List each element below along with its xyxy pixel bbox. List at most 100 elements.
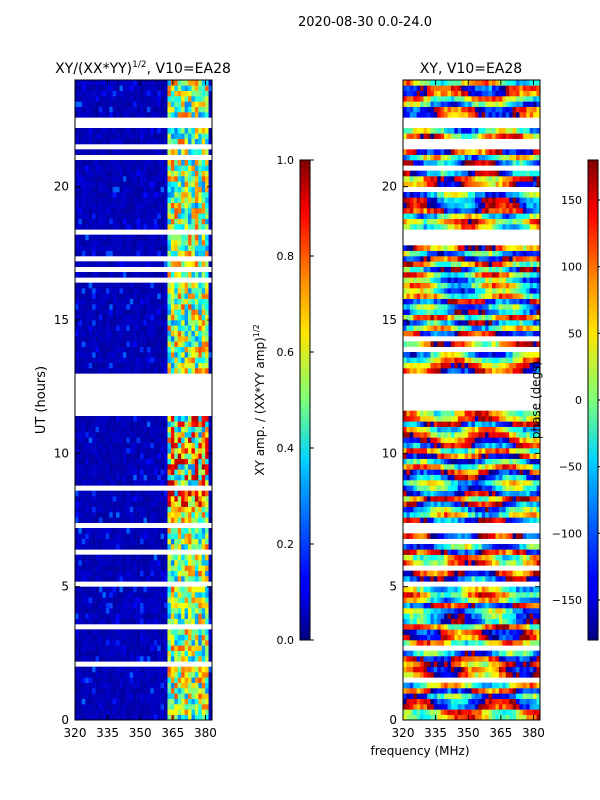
heatmap-cell xyxy=(88,464,93,470)
heatmap-cell xyxy=(416,560,421,566)
heatmap-cell xyxy=(533,570,537,577)
heatmap-cell xyxy=(98,138,103,145)
heatmap-cell xyxy=(140,666,144,673)
heatmap-cell xyxy=(133,640,137,646)
heatmap-cell xyxy=(194,613,199,619)
heatmap-cell xyxy=(488,640,493,646)
heatmap-cell xyxy=(85,602,89,609)
heatmap-cell xyxy=(143,106,148,113)
heatmap-cell xyxy=(133,704,137,710)
heatmap-cell xyxy=(188,474,192,481)
heatmap-cell xyxy=(444,624,448,630)
heatmap-cell xyxy=(177,506,182,513)
heatmap-cell xyxy=(136,314,141,321)
heatmap-cell xyxy=(184,421,189,427)
heatmap-cell xyxy=(198,437,203,443)
heatmap-cell xyxy=(174,341,179,347)
heatmap-cell xyxy=(150,160,155,166)
heatmap-cell xyxy=(119,618,124,625)
heatmap-cell xyxy=(105,272,110,278)
heatmap-cell xyxy=(146,234,151,241)
heatmap-cell xyxy=(122,576,127,582)
heatmap-cell xyxy=(119,640,124,646)
heatmap-cell xyxy=(447,666,452,673)
heatmap-cell xyxy=(129,346,134,353)
heatmap-cell xyxy=(85,640,89,646)
heatmap-cell xyxy=(191,506,196,513)
heatmap-cell xyxy=(122,645,127,651)
heatmap-cell xyxy=(529,570,534,577)
heatmap-cell xyxy=(109,245,113,251)
heatmap-cell xyxy=(116,288,120,294)
heatmap-cell xyxy=(181,314,185,321)
heatmap-cell xyxy=(205,650,209,657)
heatmap-cell xyxy=(198,560,203,566)
heatmap-cell xyxy=(201,576,206,582)
heatmap-cell xyxy=(529,714,534,720)
heatmap-cell xyxy=(119,112,124,118)
heatmap-cell xyxy=(188,80,192,86)
heatmap-cell xyxy=(78,138,83,145)
heatmap-cell xyxy=(98,224,103,230)
heatmap-cell xyxy=(153,688,158,694)
heatmap-cell xyxy=(194,282,199,289)
heatmap-cell xyxy=(102,677,107,683)
heatmap-cell xyxy=(177,490,182,497)
heatmap-cell xyxy=(164,629,168,635)
heatmap-cell xyxy=(522,666,527,673)
heatmap-cell xyxy=(129,192,134,198)
heatmap-cell xyxy=(109,304,113,310)
heatmap-cell xyxy=(167,613,172,619)
heatmap-cell xyxy=(95,346,100,353)
heatmap-cell xyxy=(92,357,96,363)
heatmap-cell xyxy=(129,672,134,678)
heatmap-cell xyxy=(119,645,124,651)
heatmap-cell xyxy=(498,602,503,609)
heatmap-cell xyxy=(409,629,414,635)
heatmap-cell xyxy=(92,202,96,209)
heatmap-cell xyxy=(174,245,179,251)
heatmap-cell xyxy=(423,693,428,699)
heatmap-cell xyxy=(140,629,144,635)
heatmap-cell xyxy=(98,106,103,113)
heatmap-cell xyxy=(516,650,520,657)
heatmap-cell xyxy=(146,634,151,641)
heatmap-cell xyxy=(420,698,424,705)
heatmap-cell xyxy=(177,101,182,107)
heatmap-cell xyxy=(174,538,179,545)
heatmap-cell xyxy=(208,554,212,561)
heatmap-cell xyxy=(174,192,179,198)
heatmap-cell xyxy=(198,469,203,475)
heatmap-cell xyxy=(201,272,206,278)
heatmap-cell xyxy=(143,192,148,198)
heatmap-cell xyxy=(81,112,86,118)
heatmap-cell xyxy=(519,592,524,598)
heatmap-cell xyxy=(170,458,175,465)
heatmap-cell xyxy=(157,101,161,107)
heatmap-cell xyxy=(157,453,161,459)
heatmap-cell xyxy=(191,517,196,523)
heatmap-cell xyxy=(177,170,182,177)
heatmap-cell xyxy=(406,597,411,603)
heatmap-cell xyxy=(92,101,96,107)
heatmap-cell xyxy=(474,714,479,720)
heatmap-cell xyxy=(98,682,103,689)
heatmap-cell xyxy=(181,709,185,715)
heatmap-cell xyxy=(160,693,165,699)
heatmap-cell xyxy=(177,421,182,427)
heatmap-cell xyxy=(116,490,120,497)
heatmap-cell xyxy=(420,656,424,662)
heatmap-cell xyxy=(116,85,120,91)
heatmap-cell xyxy=(505,597,510,603)
heatmap-cell xyxy=(495,693,500,699)
heatmap-cell xyxy=(194,464,199,470)
heatmap-cell xyxy=(95,533,100,539)
heatmap-cell xyxy=(157,128,161,134)
heatmap-cell xyxy=(81,298,86,305)
heatmap-cell xyxy=(170,693,175,699)
heatmap-cell xyxy=(454,672,459,678)
heatmap-cell xyxy=(201,714,206,720)
heatmap-cell xyxy=(150,544,155,550)
heatmap-cell xyxy=(191,501,196,507)
heatmap-cell xyxy=(416,608,421,614)
